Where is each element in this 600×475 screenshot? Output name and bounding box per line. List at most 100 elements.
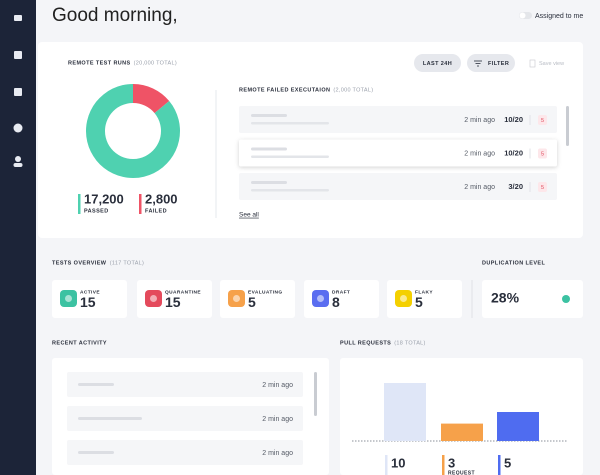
legend-bar bbox=[442, 455, 445, 475]
row-time: 2 min ago bbox=[464, 150, 495, 157]
card-label: EVALUATING bbox=[248, 289, 282, 295]
section-title: DUPLICATION LEVEL bbox=[482, 260, 545, 266]
bar bbox=[384, 383, 426, 441]
donut-segment bbox=[85, 84, 180, 178]
overview-card[interactable] bbox=[52, 280, 127, 318]
stat-value: 17,200 bbox=[84, 191, 124, 206]
pr-value: 5 bbox=[504, 455, 511, 470]
row-time: 2 min ago bbox=[464, 117, 495, 124]
overview-card[interactable] bbox=[137, 280, 212, 318]
section-title: RECENT ACTIVITY bbox=[52, 340, 107, 346]
placeholder bbox=[251, 122, 329, 125]
toggle-knob bbox=[519, 12, 526, 19]
card-icon-glyph bbox=[233, 295, 240, 302]
section-total: (117 TOTAL) bbox=[110, 260, 144, 266]
placeholder bbox=[251, 181, 287, 184]
badge-count: 5 bbox=[541, 185, 544, 191]
icon-edit[interactable] bbox=[14, 15, 22, 21]
activity-row[interactable] bbox=[67, 440, 303, 465]
legend-bar bbox=[498, 455, 501, 475]
placeholder bbox=[251, 114, 287, 117]
activity-time: 2 min ago bbox=[262, 382, 293, 389]
row-time: 2 min ago bbox=[464, 184, 495, 191]
section-title: REMOTE TEST RUNS bbox=[68, 60, 131, 66]
section-title: PULL REQUESTS bbox=[340, 340, 391, 346]
card-value: 15 bbox=[165, 294, 181, 310]
overview-card[interactable] bbox=[387, 280, 462, 318]
sidebar bbox=[0, 0, 36, 475]
legend-bar bbox=[139, 194, 142, 214]
placeholder bbox=[78, 383, 114, 386]
card-label: DRAFT bbox=[332, 289, 350, 295]
stat-label: PASSED bbox=[84, 208, 109, 214]
placeholder bbox=[78, 451, 114, 454]
section-title: REMOTE FAILED EXECUTAION bbox=[239, 87, 330, 93]
section-total: (20,000 TOTAL) bbox=[134, 60, 177, 66]
pr-label: REQUEST bbox=[448, 470, 475, 475]
pull-requests-card bbox=[340, 358, 583, 475]
row-ratio: 10/20 bbox=[504, 115, 523, 124]
scrollbar bbox=[566, 106, 569, 146]
button[interactable] bbox=[414, 54, 461, 72]
activity-row[interactable] bbox=[67, 406, 303, 431]
badge bbox=[538, 148, 547, 159]
save-view[interactable]: Save view bbox=[539, 61, 564, 67]
overview-card[interactable] bbox=[304, 280, 379, 318]
icon-list[interactable] bbox=[14, 51, 22, 59]
card-icon-glyph bbox=[317, 295, 324, 302]
card-label: QUARANTINE bbox=[165, 289, 201, 295]
placeholder bbox=[251, 189, 329, 192]
row-ratio: 10/20 bbox=[504, 148, 523, 157]
icon-user-body bbox=[13, 163, 23, 167]
card-value: 8 bbox=[332, 294, 340, 310]
card-value: 15 bbox=[80, 294, 96, 310]
card-value: 5 bbox=[415, 294, 423, 310]
placeholder bbox=[251, 155, 329, 158]
sidebar-icons bbox=[13, 15, 23, 167]
activity-row[interactable] bbox=[67, 372, 303, 397]
section-title: TESTS OVERVIEW bbox=[52, 260, 107, 266]
bar bbox=[441, 423, 483, 441]
activity-time: 2 min ago bbox=[262, 416, 293, 423]
bar bbox=[497, 412, 539, 441]
failed-row[interactable] bbox=[239, 106, 557, 133]
duplication-card bbox=[482, 280, 583, 318]
card-icon-glyph bbox=[400, 295, 407, 302]
badge bbox=[538, 182, 547, 192]
placeholder bbox=[251, 147, 287, 151]
legend-bar bbox=[78, 194, 81, 214]
filter-icon bbox=[474, 60, 482, 67]
icon-play[interactable] bbox=[14, 88, 22, 96]
icon-user[interactable] bbox=[15, 156, 21, 162]
section-total: (18 TOTAL) bbox=[394, 340, 425, 346]
badge-count: 5 bbox=[541, 118, 544, 124]
toggle-label: Assigned to me bbox=[535, 13, 583, 20]
row-ratio: 3/20 bbox=[508, 182, 523, 191]
save-icon bbox=[529, 59, 536, 68]
failed-row[interactable] bbox=[239, 173, 557, 200]
badge-count: 5 bbox=[541, 151, 544, 157]
icon-settings[interactable] bbox=[13, 123, 23, 133]
pr-value: 10 bbox=[391, 455, 405, 470]
pr-value: 3 bbox=[448, 455, 455, 470]
donut-segment bbox=[133, 84, 170, 114]
button[interactable] bbox=[467, 54, 515, 72]
see-all[interactable]: See all bbox=[239, 212, 259, 219]
button-label: FILTER bbox=[488, 61, 509, 67]
failed-row[interactable] bbox=[239, 139, 557, 167]
duplication-dot bbox=[562, 295, 570, 303]
greeting: Good morning, bbox=[52, 5, 178, 26]
card-label: FLAKY bbox=[415, 289, 433, 295]
scrollbar bbox=[314, 372, 317, 416]
activity-time: 2 min ago bbox=[262, 450, 293, 457]
card-value: 5 bbox=[248, 294, 256, 310]
button-label: LAST 24H bbox=[423, 61, 452, 67]
legend-bar bbox=[385, 455, 388, 475]
overview-card[interactable] bbox=[220, 280, 295, 318]
card-icon-glyph bbox=[65, 295, 72, 302]
stat-label: FAILED bbox=[145, 208, 167, 214]
card-icon-glyph bbox=[150, 295, 157, 302]
badge bbox=[538, 115, 547, 125]
card-label: ACTIVE bbox=[80, 289, 100, 295]
